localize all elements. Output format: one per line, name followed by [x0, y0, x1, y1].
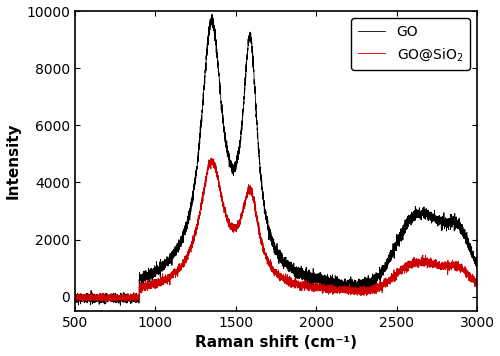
GO — [118, 303, 124, 308]
Line: GO@SiO$_2$: GO@SiO$_2$ — [75, 158, 477, 302]
GO@SiO$_2$ — [208, 156, 214, 160]
GO — [209, 12, 215, 16]
GO@SiO$_2$ — [471, 276, 477, 280]
GO@SiO$_2$ — [133, 300, 139, 304]
X-axis label: Raman shift (cm⁻¹): Raman shift (cm⁻¹) — [195, 335, 357, 350]
GO@SiO$_2$ — [170, 273, 175, 277]
GO — [168, 252, 173, 256]
GO — [471, 255, 477, 259]
GO@SiO$_2$ — [168, 274, 173, 278]
Line: GO: GO — [75, 14, 477, 305]
GO — [474, 266, 480, 270]
GO@SiO$_2$ — [72, 298, 78, 302]
GO@SiO$_2$ — [474, 280, 480, 284]
GO@SiO$_2$ — [224, 219, 230, 223]
GO — [170, 255, 175, 259]
Legend: GO, GO@SiO$_2$: GO, GO@SiO$_2$ — [350, 18, 470, 70]
GO@SiO$_2$ — [166, 278, 172, 282]
GO — [224, 147, 230, 151]
GO@SiO$_2$ — [252, 204, 258, 208]
GO — [252, 90, 258, 94]
Y-axis label: Intensity: Intensity — [6, 123, 20, 199]
GO — [72, 298, 78, 302]
GO — [166, 263, 172, 268]
